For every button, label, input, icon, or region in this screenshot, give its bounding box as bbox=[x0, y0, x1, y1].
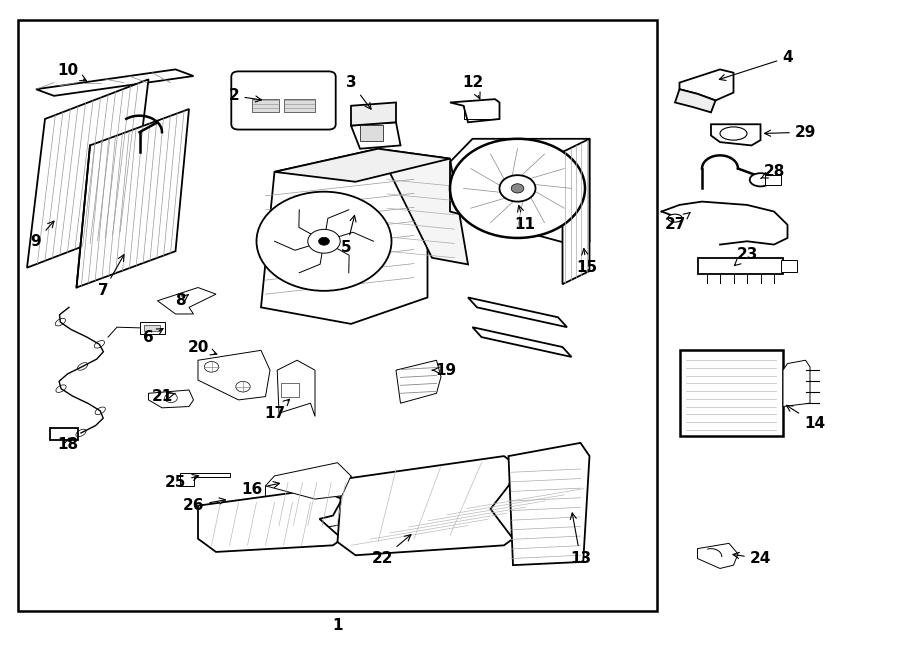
Text: 12: 12 bbox=[462, 75, 483, 98]
Bar bbox=[144, 325, 160, 331]
Text: 3: 3 bbox=[346, 75, 371, 109]
Text: 4: 4 bbox=[719, 50, 793, 81]
Text: 21: 21 bbox=[151, 389, 176, 404]
Polygon shape bbox=[680, 69, 734, 100]
Bar bbox=[360, 125, 382, 141]
Bar bbox=[680, 350, 783, 436]
Bar bbox=[18, 20, 657, 611]
Ellipse shape bbox=[450, 139, 585, 238]
Polygon shape bbox=[562, 139, 590, 284]
Ellipse shape bbox=[256, 192, 392, 291]
Bar bbox=[140, 322, 165, 334]
Polygon shape bbox=[36, 69, 194, 96]
Bar bbox=[281, 383, 299, 397]
Text: 22: 22 bbox=[372, 535, 411, 566]
Polygon shape bbox=[396, 360, 441, 403]
Text: 16: 16 bbox=[241, 482, 280, 496]
Polygon shape bbox=[675, 89, 716, 112]
Polygon shape bbox=[351, 122, 400, 149]
Ellipse shape bbox=[165, 393, 177, 403]
Polygon shape bbox=[378, 149, 468, 264]
Polygon shape bbox=[468, 297, 567, 327]
Polygon shape bbox=[783, 360, 810, 407]
Bar bbox=[252, 99, 279, 112]
Ellipse shape bbox=[308, 229, 340, 253]
Text: 19: 19 bbox=[432, 363, 456, 377]
Ellipse shape bbox=[319, 237, 329, 245]
Text: 9: 9 bbox=[31, 221, 54, 249]
Text: 26: 26 bbox=[183, 498, 226, 513]
Polygon shape bbox=[351, 102, 396, 126]
Polygon shape bbox=[338, 456, 518, 555]
Polygon shape bbox=[266, 463, 351, 499]
Ellipse shape bbox=[236, 381, 250, 392]
Ellipse shape bbox=[750, 173, 771, 186]
FancyBboxPatch shape bbox=[231, 71, 336, 130]
Polygon shape bbox=[472, 327, 572, 357]
Text: 1: 1 bbox=[332, 619, 343, 633]
Text: 5: 5 bbox=[341, 215, 356, 255]
Ellipse shape bbox=[720, 127, 747, 140]
Text: 20: 20 bbox=[187, 340, 217, 355]
Text: 10: 10 bbox=[57, 63, 86, 81]
Ellipse shape bbox=[668, 214, 682, 222]
Text: 7: 7 bbox=[98, 254, 124, 298]
Text: 27: 27 bbox=[664, 213, 690, 232]
Polygon shape bbox=[198, 350, 270, 400]
Bar bbox=[698, 258, 783, 274]
Text: 2: 2 bbox=[229, 89, 262, 103]
Polygon shape bbox=[508, 443, 590, 565]
Text: 15: 15 bbox=[576, 249, 598, 275]
Text: 23: 23 bbox=[734, 247, 758, 266]
Polygon shape bbox=[76, 109, 189, 288]
Polygon shape bbox=[698, 543, 738, 568]
Polygon shape bbox=[266, 476, 356, 535]
Ellipse shape bbox=[500, 175, 536, 202]
Bar bbox=[765, 175, 781, 185]
Bar bbox=[50, 428, 78, 440]
Bar bbox=[284, 99, 315, 112]
Text: 13: 13 bbox=[570, 513, 591, 566]
Polygon shape bbox=[148, 390, 194, 408]
Text: 28: 28 bbox=[760, 165, 785, 179]
Polygon shape bbox=[27, 79, 148, 268]
Text: 25: 25 bbox=[165, 475, 199, 490]
Polygon shape bbox=[180, 473, 230, 486]
Text: 11: 11 bbox=[514, 206, 536, 232]
Ellipse shape bbox=[511, 184, 524, 193]
Polygon shape bbox=[158, 288, 216, 314]
Bar bbox=[781, 260, 797, 272]
Polygon shape bbox=[450, 99, 500, 122]
Polygon shape bbox=[261, 149, 428, 324]
Text: 29: 29 bbox=[764, 125, 816, 139]
Polygon shape bbox=[277, 360, 315, 416]
Text: 8: 8 bbox=[175, 293, 188, 308]
Text: 18: 18 bbox=[57, 437, 78, 451]
Polygon shape bbox=[274, 149, 450, 182]
Text: 14: 14 bbox=[787, 405, 825, 430]
Polygon shape bbox=[711, 124, 760, 145]
Text: 24: 24 bbox=[733, 551, 771, 566]
Text: 17: 17 bbox=[264, 399, 290, 420]
Ellipse shape bbox=[204, 362, 219, 372]
Polygon shape bbox=[198, 489, 342, 552]
Text: 6: 6 bbox=[143, 329, 163, 344]
